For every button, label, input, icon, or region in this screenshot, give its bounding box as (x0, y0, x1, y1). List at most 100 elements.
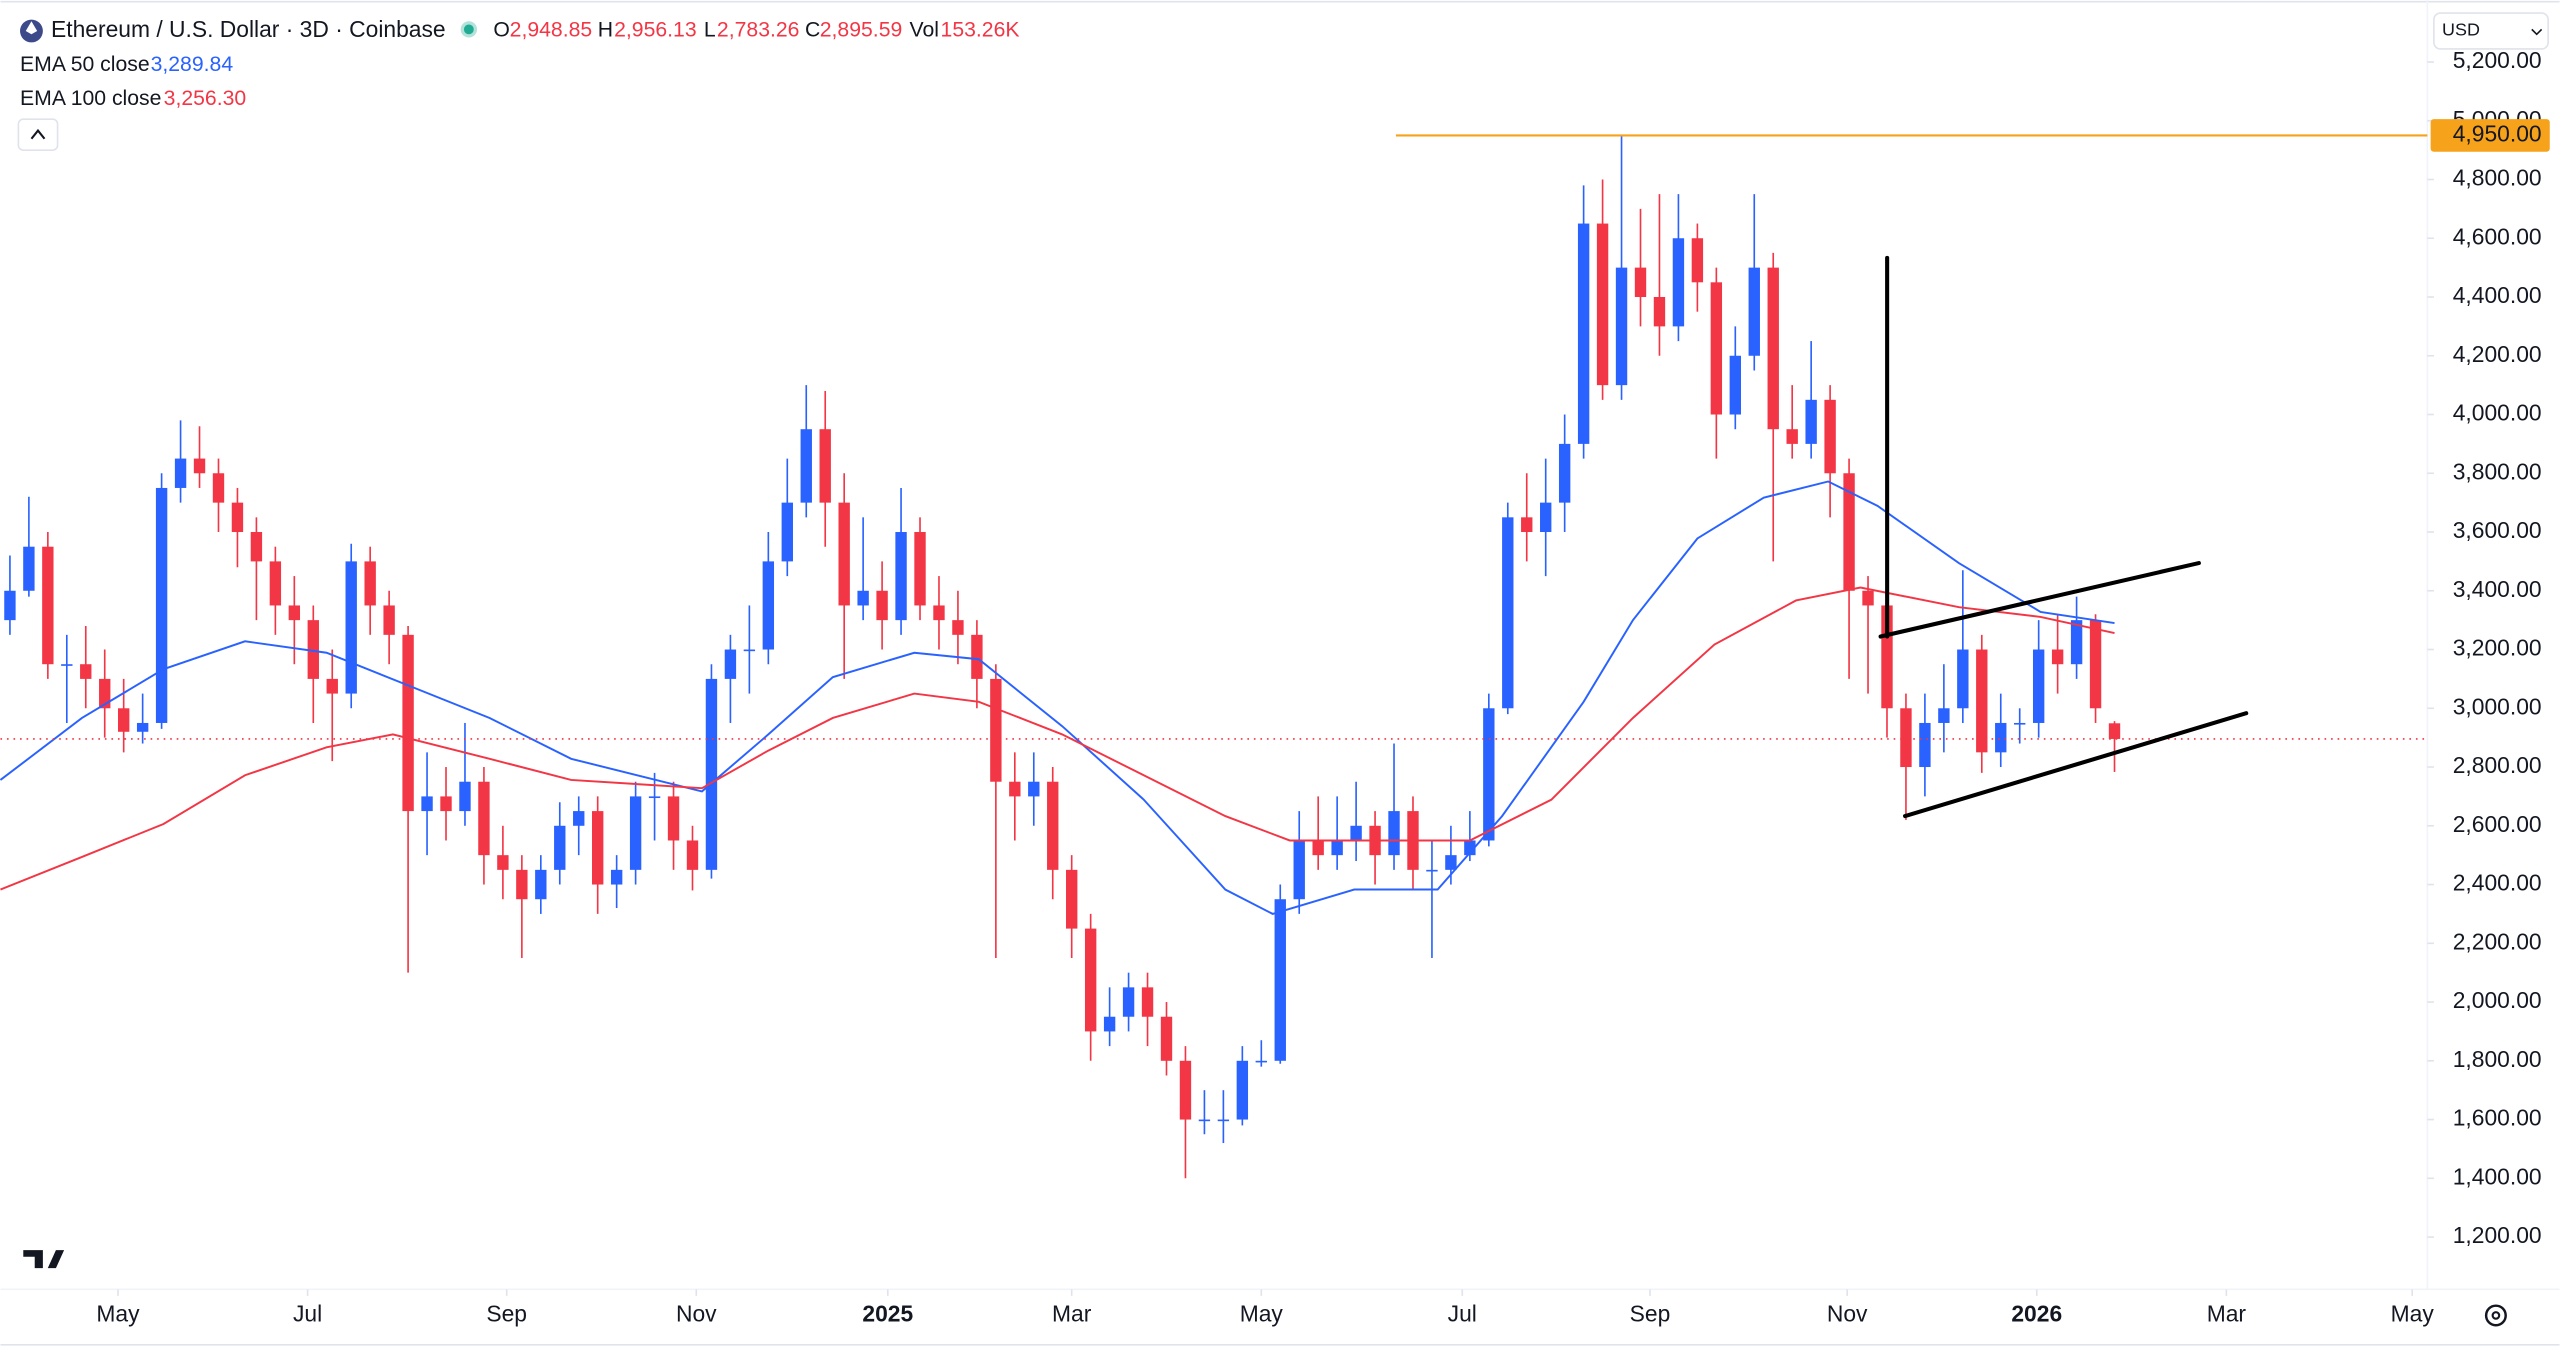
indicator-name[interactable]: EMA 50 close (20, 53, 150, 76)
candle-body (1274, 899, 1286, 1061)
candle-body (952, 620, 964, 635)
candle-body (117, 708, 130, 732)
candle-body (288, 605, 301, 621)
y-tick-label: 4,200.00 (2453, 341, 2542, 367)
candle-body (1426, 869, 1438, 872)
candle-body (2108, 723, 2121, 739)
candle-body (1862, 590, 1874, 606)
candle-body (667, 796, 680, 841)
market-status (463, 24, 474, 35)
candle-body (1938, 708, 1950, 723)
currency-dropdown[interactable] (2433, 12, 2549, 50)
upper-trendline (1878, 561, 2201, 639)
candle-body (743, 649, 756, 652)
candle-body (1293, 840, 1305, 900)
candle-body (1047, 781, 1059, 870)
candle-body (4, 590, 16, 621)
candle-body (876, 590, 888, 621)
candle-body (1710, 282, 1723, 415)
x-tick-label: Nov (676, 1300, 717, 1326)
candle-body (2089, 620, 2102, 709)
candle-body (1748, 267, 1760, 356)
candle-body (478, 781, 490, 856)
candle-body (2014, 722, 2026, 725)
axes: 1,200.00 1,400.00 1,600.00 1,800.00 2,000.00… (96, 47, 2550, 1326)
candle-body (610, 869, 623, 885)
y-tick-label: 3,200.00 (2453, 635, 2542, 661)
candle-body (497, 855, 509, 870)
dropdown-arrow (2531, 28, 2543, 36)
candle-body (1558, 443, 1571, 503)
settings-gear[interactable] (2484, 1304, 2507, 1327)
candle-body (174, 458, 187, 488)
low-label: L (704, 19, 716, 42)
x-tick-label: 2025 (862, 1300, 913, 1326)
close-value: 2,895.59 (820, 19, 903, 42)
tradingview-logo[interactable] (23, 1250, 65, 1269)
candle-body (686, 840, 699, 870)
indicator-value: 3,256.30 (164, 87, 247, 110)
candle-body (1900, 708, 1912, 768)
candle-body (895, 532, 907, 621)
plot-area (0, 134, 2428, 1179)
candle-body (1217, 1119, 1230, 1122)
candle-body (42, 546, 54, 665)
volume-label: Vol (910, 19, 939, 42)
x-tick-label: Sep (1630, 1300, 1671, 1326)
x-tick-label: 2026 (2011, 1300, 2062, 1326)
candle-body (2070, 620, 2083, 665)
y-tick-label: 3,600.00 (2453, 517, 2542, 543)
candle-body (1824, 399, 1836, 474)
candle-body (1236, 1060, 1249, 1120)
y-tick-label: 1,800.00 (2453, 1046, 2542, 1072)
candle-body (99, 678, 111, 709)
candle-body (269, 561, 282, 606)
candle-body (1540, 502, 1552, 533)
y-tick-label: 1,200.00 (2453, 1222, 2542, 1248)
candle-body (212, 473, 225, 503)
y-tick-label: 5,200.00 (2453, 47, 2542, 73)
candle-body (231, 502, 244, 533)
candle-body (1160, 1016, 1173, 1061)
candle-body (1122, 987, 1135, 1017)
x-tick-label: Mar (2207, 1300, 2247, 1326)
y-tick-label: 2,400.00 (2453, 870, 2542, 896)
candle-body (1331, 840, 1343, 856)
candle-body (1502, 517, 1514, 709)
candle-body (914, 532, 926, 606)
candle-body (1350, 825, 1362, 841)
candle-body (155, 487, 168, 723)
candle-body (1312, 840, 1324, 856)
y-tick-label: 4,600.00 (2453, 223, 2542, 249)
candle-body (990, 678, 1002, 782)
candle-body (345, 561, 357, 694)
candle-body (421, 796, 433, 812)
indicator-name[interactable]: EMA 100 close (20, 87, 161, 110)
candle-body (1976, 649, 1988, 753)
y-tick-label: 2,800.00 (2453, 752, 2542, 778)
y-tick-label: 1,600.00 (2453, 1105, 2542, 1131)
candle-body (1634, 267, 1647, 297)
collapse-button[interactable] (17, 118, 59, 151)
candle-body (1805, 399, 1817, 444)
candle-body (2051, 649, 2064, 665)
candle-body (554, 825, 566, 870)
candle-body (1767, 267, 1779, 430)
open-value: 2,948.85 (510, 19, 593, 42)
candle-body (193, 458, 206, 474)
candle-body (80, 664, 92, 679)
candle-body (535, 869, 547, 900)
candle-body (440, 796, 452, 812)
candle-body (326, 678, 338, 694)
candle-body (383, 605, 395, 635)
symbol-title[interactable]: Ethereum / U.S. Dollar · 3D · Coinbase (51, 16, 446, 42)
ema-line (0, 480, 2115, 915)
low-value: 2,783.26 (717, 19, 800, 42)
candle-body (724, 649, 737, 679)
x-tick-label: Mar (1052, 1300, 1092, 1326)
candle-body (23, 546, 35, 591)
candle-body (1919, 722, 1931, 768)
candle-body (1255, 1060, 1267, 1063)
